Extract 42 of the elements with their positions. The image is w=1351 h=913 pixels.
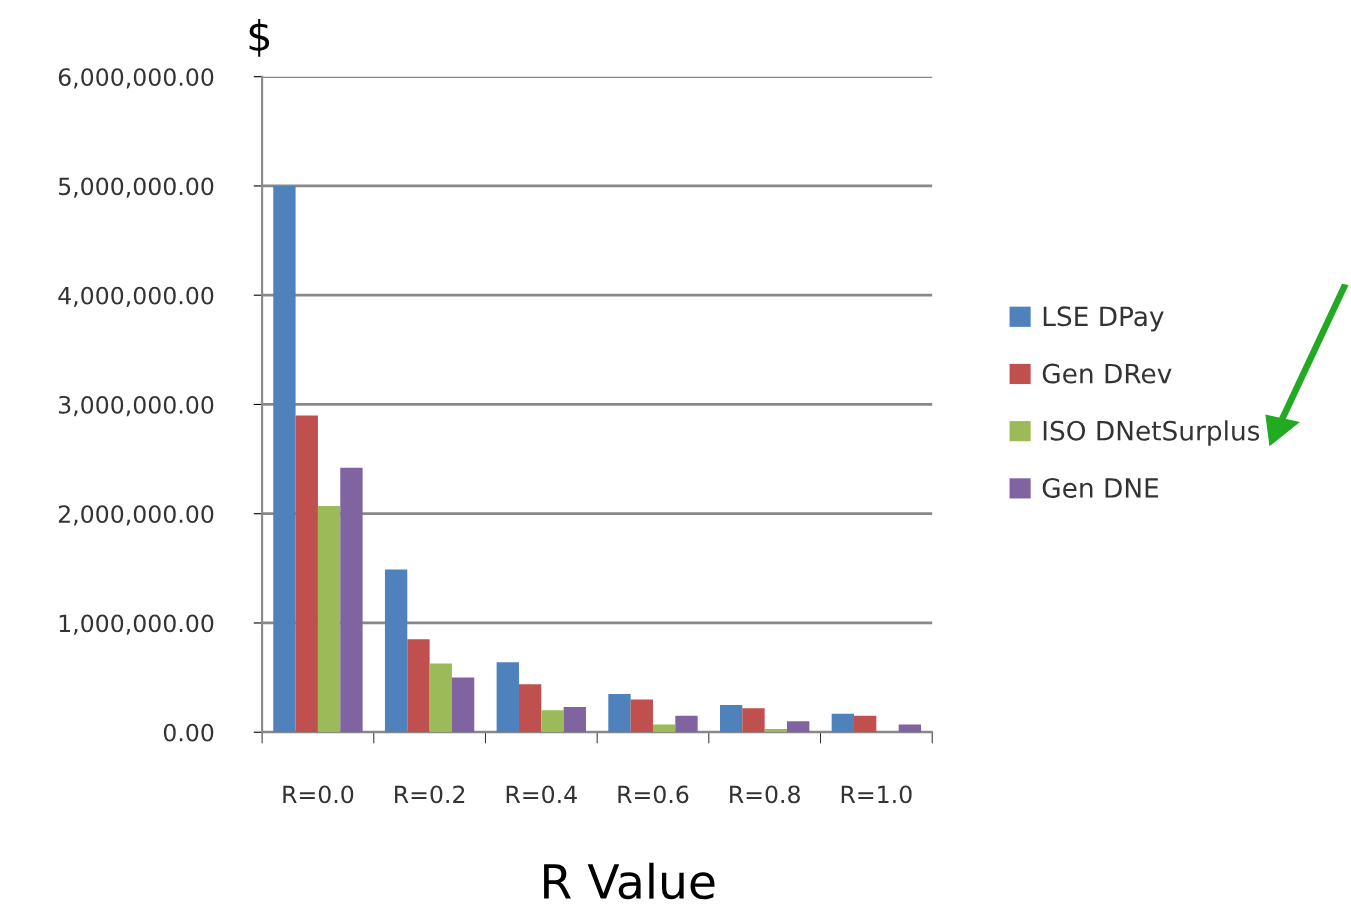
bar <box>630 699 653 733</box>
bar <box>675 715 698 733</box>
bar <box>563 707 586 733</box>
bar <box>317 506 341 733</box>
x-tick-label: R=1.0 <box>841 785 912 804</box>
legend-label: LSE DPay <box>1043 306 1164 332</box>
x-tick-label: R=0.0 <box>283 785 354 804</box>
bar <box>384 569 408 733</box>
bar <box>854 715 877 733</box>
y-axis-title: $ <box>249 19 270 57</box>
bar <box>407 639 430 733</box>
legend-label: Gen DRev <box>1042 363 1172 384</box>
y-tick-label: 2,000,000.00 <box>58 505 214 526</box>
bar <box>652 724 676 733</box>
y-tick-label: 3,000,000.00 <box>58 395 214 417</box>
bar <box>719 704 743 733</box>
bar <box>295 415 318 733</box>
bar <box>787 721 810 733</box>
y-tick-label: 6,000,000.00 <box>58 68 214 89</box>
bar <box>898 724 922 733</box>
x-tick-label: R=0.6 <box>618 785 689 804</box>
bar <box>273 185 296 733</box>
bar <box>496 662 519 733</box>
legend-label: ISO DNetSurplus <box>1043 420 1260 446</box>
bar <box>742 708 765 733</box>
bar <box>541 710 564 733</box>
y-tick-label: 0.00 <box>163 723 214 742</box>
bar <box>608 693 631 733</box>
bar <box>451 677 475 733</box>
legend-label: Gen DNE <box>1042 477 1159 498</box>
bar <box>518 684 542 733</box>
y-tick-label: 5,000,000.00 <box>58 177 214 198</box>
y-tick-label: 1,000,000.00 <box>59 614 214 635</box>
bar <box>831 713 855 733</box>
x-axis-title: R Value <box>544 862 715 900</box>
y-tick-label: 4,000,000.00 <box>58 286 214 307</box>
bar <box>764 728 787 733</box>
x-tick-label: R=0.4 <box>506 785 577 804</box>
x-tick-label: R=0.2 <box>395 785 465 804</box>
x-tick-label: R=0.8 <box>730 785 800 804</box>
bar <box>340 467 363 733</box>
bar <box>429 663 452 733</box>
